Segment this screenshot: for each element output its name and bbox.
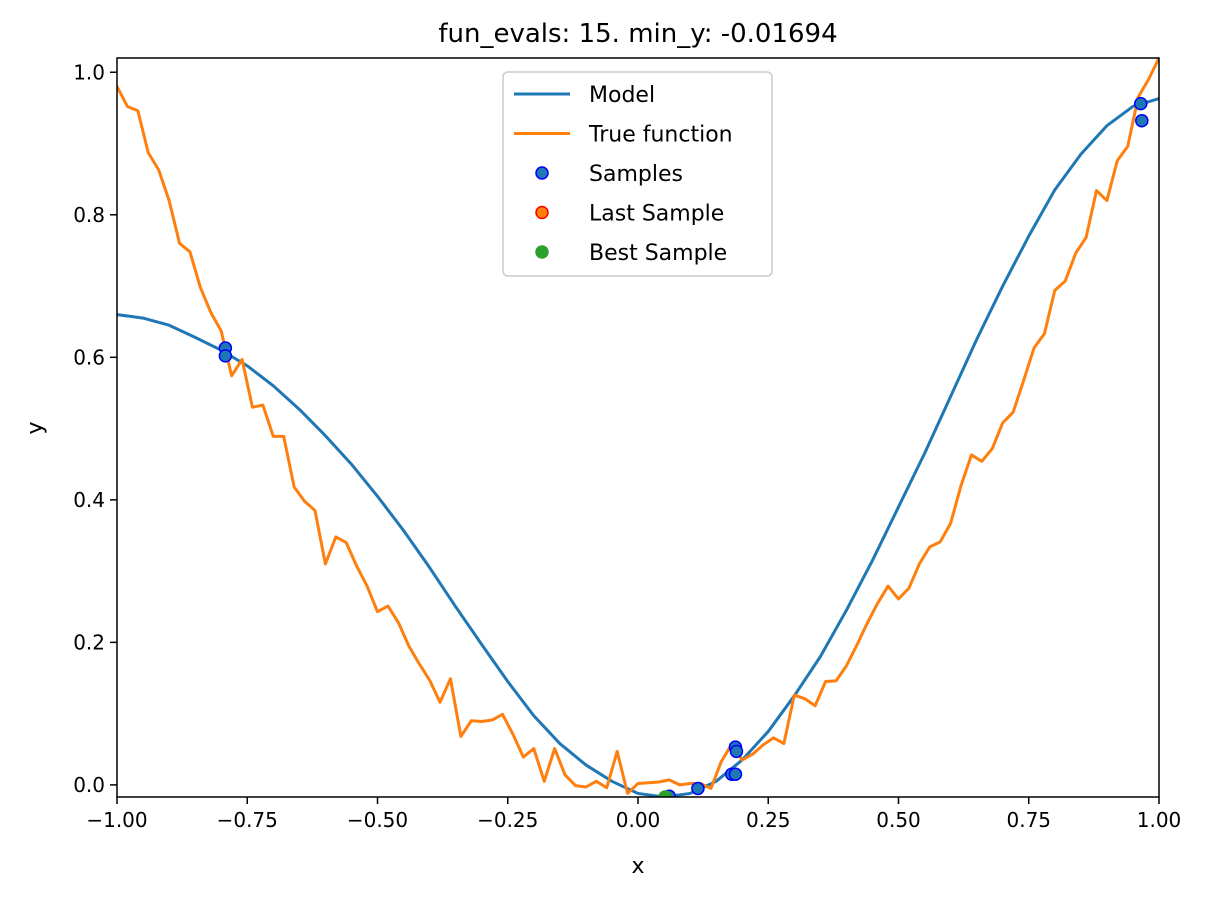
- y-tick-label: 0.8: [73, 203, 105, 227]
- chart-title: fun_evals: 15. min_y: -0.01694: [438, 19, 837, 49]
- series-line-true-function: [117, 58, 1159, 795]
- samples-point: [691, 781, 705, 796]
- legend-label-model: Model: [589, 83, 655, 108]
- x-tick-label: −0.50: [347, 808, 408, 832]
- samples-point: [218, 349, 233, 363]
- x-tick-label: −0.75: [217, 808, 278, 832]
- y-axis-label: y: [23, 421, 48, 434]
- samples-point: [729, 744, 744, 759]
- samples-point: [728, 767, 743, 781]
- legend-label-last-sample: Last Sample: [589, 202, 724, 227]
- legend-label-samples: Samples: [589, 162, 683, 187]
- samples-point: [1135, 113, 1149, 128]
- legend-label-best-sample: Best Sample: [589, 241, 727, 266]
- x-tick-label: 0.00: [616, 808, 661, 832]
- x-tick-label: 1.00: [1137, 808, 1182, 832]
- x-axis-label: x: [631, 854, 644, 879]
- legend: Model True function Samples Last Sample Best…: [502, 71, 773, 277]
- y-tick-label: 1.0: [73, 60, 105, 84]
- x-tick-label: −1.00: [86, 808, 147, 832]
- x-axis: −1.00 −0.75 −0.50 −0.25 0.00 0.25 0.50 0.75 1.00: [86, 797, 1181, 832]
- legend-label-true-function: True function: [588, 123, 733, 148]
- series-line-model: [117, 97, 1159, 797]
- y-tick-label: 0.6: [73, 345, 105, 369]
- samples-point: [1134, 96, 1148, 111]
- x-tick-label: 0.50: [876, 808, 921, 832]
- y-axis: 0.0 0.2 0.4 0.6 0.8 1.0: [73, 60, 117, 797]
- x-tick-label: −0.25: [477, 808, 538, 832]
- plot-area: [117, 58, 1159, 797]
- legend-swatch-samples: [535, 166, 549, 180]
- legend-swatch-best-sample: [535, 245, 549, 259]
- legend-box: [502, 71, 773, 277]
- y-tick-label: 0.0: [73, 773, 105, 797]
- x-tick-label: 0.25: [746, 808, 791, 832]
- x-tick-label: 0.75: [1006, 808, 1051, 832]
- legend-swatch-last-sample: [535, 205, 549, 220]
- y-tick-label: 0.2: [73, 630, 105, 654]
- y-tick-label: 0.4: [73, 488, 105, 512]
